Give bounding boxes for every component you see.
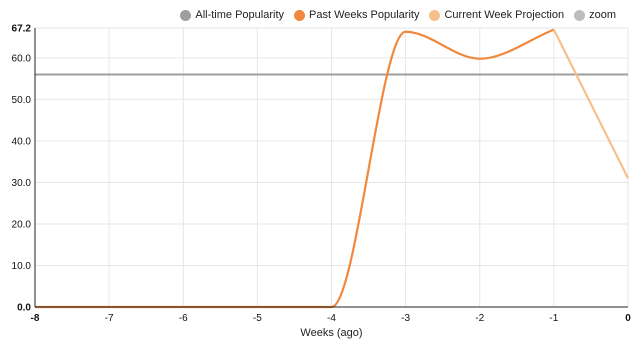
x-tick-label: -2	[475, 313, 484, 324]
y-tick-label: 40.0	[12, 136, 32, 147]
y-tick-label: 60.0	[12, 53, 32, 64]
y-tick-label: 50.0	[12, 95, 32, 106]
legend-item-2[interactable]: Current Week Projection	[429, 9, 564, 21]
legend-swatch	[294, 9, 305, 21]
legend-swatch	[574, 9, 586, 21]
legend-label: zoom	[589, 9, 616, 21]
legend-label: All-time Popularity	[195, 9, 284, 21]
y-tick-label: 10.0	[12, 261, 32, 272]
x-tick-label: -4	[327, 313, 336, 324]
legend-swatch	[180, 9, 192, 21]
legend-item-1[interactable]: Past Weeks Popularity	[294, 9, 419, 21]
x-tick-label: -8	[31, 313, 40, 324]
x-tick-label: -6	[179, 313, 188, 324]
x-tick-label: 0	[625, 313, 631, 324]
legend-item-3[interactable]: zoom	[574, 9, 616, 21]
x-tick-label: -7	[105, 313, 114, 324]
legend-label: Current Week Projection	[444, 9, 565, 21]
x-axis-title: Weeks (ago)	[300, 327, 362, 339]
axis-layer: -8 -7 -6 -5 -4 -3 -2 -1 0 0.0 10.0 20.0 30.0 40.0 50.0…	[12, 24, 632, 325]
grid-layer	[34, 27, 629, 308]
x-tick-label: -5	[253, 313, 262, 324]
y-tick-label: 0.0	[17, 303, 31, 314]
y-tick-label: 67.2	[12, 24, 32, 35]
x-tick-label: -1	[549, 313, 558, 324]
chart-legend: All-time Popularity Past Weeks Popularity…	[180, 9, 616, 21]
y-tick-label: 30.0	[12, 178, 32, 189]
legend-item-0[interactable]: All-time Popularity	[180, 9, 284, 21]
legend-swatch	[429, 9, 441, 21]
y-tick-label: 20.0	[12, 219, 32, 230]
legend-label: Past Weeks Popularity	[309, 9, 420, 21]
x-tick-label: -3	[401, 313, 410, 324]
current-week-projection-line	[552, 29, 629, 179]
